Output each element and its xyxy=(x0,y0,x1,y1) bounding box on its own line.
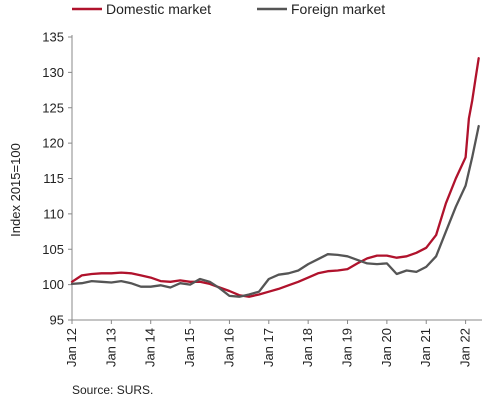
x-tick-label: Jan 16 xyxy=(221,328,236,367)
x-tick-label: Jan 12 xyxy=(64,328,79,367)
y-tick-label: 135 xyxy=(42,30,64,45)
x-tick-label: Jan 20 xyxy=(379,328,394,367)
y-tick-label: 110 xyxy=(43,206,64,221)
x-tick-label: Jan 15 xyxy=(182,328,197,367)
y-tick-label: 125 xyxy=(42,100,64,115)
x-tick-label: Jan 13 xyxy=(103,328,118,367)
y-tick-label: 115 xyxy=(43,171,64,186)
y-tick-label: 130 xyxy=(42,65,64,80)
y-tick-label: 120 xyxy=(42,136,64,151)
x-tick-label: Jan 21 xyxy=(418,328,433,367)
y-tick-label: 105 xyxy=(42,242,64,257)
legend-label-foreign: Foreign market xyxy=(291,1,385,17)
y-tick-label: 100 xyxy=(42,277,64,292)
x-ticks: Jan 12 Jan 13 Jan 14 Jan 15 Jan 16 Jan 17 Jan … xyxy=(64,320,473,367)
x-tick-label: Jan 22 xyxy=(458,328,473,367)
series-line-domestic-market xyxy=(70,57,480,298)
x-tick-label: Jan 14 xyxy=(143,328,158,367)
x-tick-label: Jan 18 xyxy=(300,328,315,367)
legend: Domestic market Foreign market xyxy=(72,1,385,17)
x-tick-label: Jan 19 xyxy=(340,328,355,367)
y-ticks: 95 100 105 110 115 120 125 130 135 xyxy=(42,30,72,328)
series-lines xyxy=(70,57,480,298)
legend-label-domestic: Domestic market xyxy=(106,1,211,17)
y-tick-label: 95 xyxy=(50,313,64,328)
source-note: Source: SURS. xyxy=(72,383,153,397)
y-axis-title: Index 2015=100 xyxy=(8,143,23,237)
x-tick-label: Jan 17 xyxy=(261,328,276,367)
series-line-foreign-market xyxy=(70,124,480,298)
